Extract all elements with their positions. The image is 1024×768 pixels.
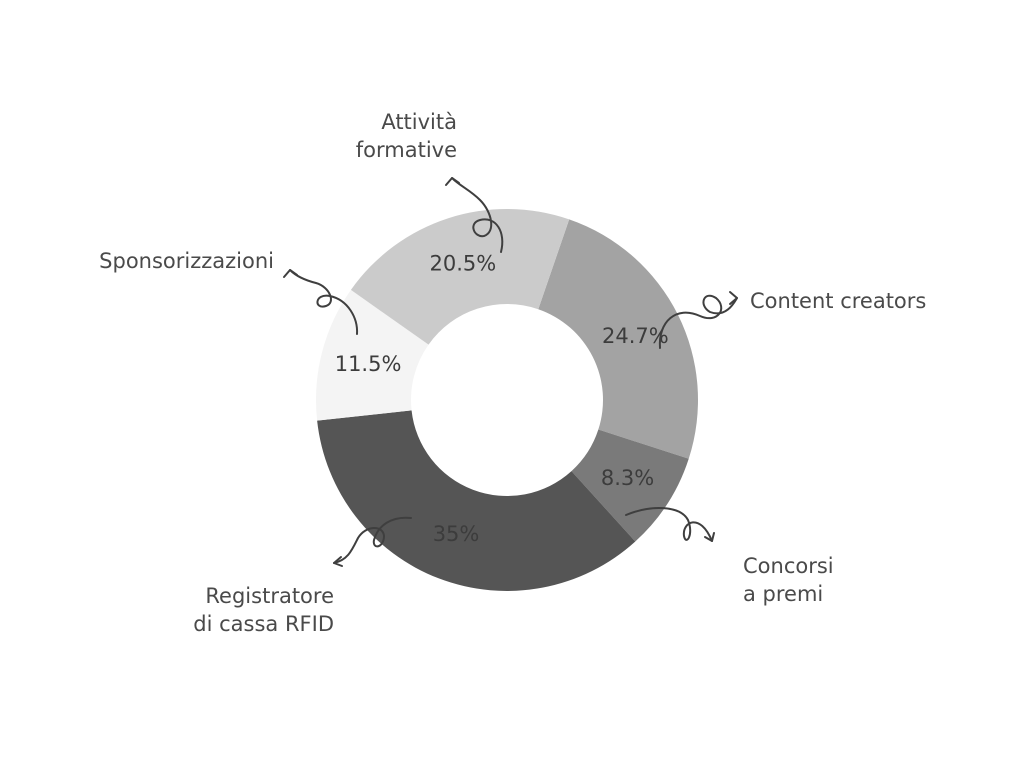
donut-slices — [316, 209, 698, 591]
category-label-concorsi-a-premi-line-1: Concorsi — [743, 554, 834, 578]
slice-registratore-di-cassa-rfid — [317, 410, 636, 591]
category-label-concorsi-a-premi-line-2: a premi — [743, 582, 823, 606]
category-label-attivita-formative-line-2: formative — [356, 138, 457, 162]
value-label-registratore-di-cassa-rfid: 35% — [433, 522, 480, 546]
arrowhead-registratore-di-cassa-rfid — [333, 556, 343, 567]
value-label-content-creators: 24.7% — [602, 324, 669, 348]
value-label-sponsorizzazioni: 11.5% — [335, 352, 402, 376]
slice-attivita-formative — [350, 209, 570, 345]
callout-arrow-attivita-formative — [451, 177, 504, 253]
arrowhead-content-creators — [729, 291, 738, 305]
callout-arrow-content-creators — [658, 294, 738, 349]
category-labels: Content creators Concorsi a premi Registrat… — [99, 110, 926, 636]
category-label-registratore-di-cassa-rfid-line-1: Registratore — [205, 584, 334, 608]
arrowhead-attivita-formative — [445, 177, 460, 186]
value-labels: 24.7% 8.3% 35% 11.5% 20.5% — [335, 251, 669, 546]
category-label-sponsorizzazioni: Sponsorizzazioni — [99, 249, 274, 273]
callout-arrows — [283, 177, 738, 567]
slice-concorsi-a-premi — [571, 429, 689, 542]
callout-arrow-sponsorizzazioni — [289, 269, 359, 335]
callout-arrow-registratore-di-cassa-rfid — [333, 516, 412, 564]
value-label-concorsi-a-premi: 8.3% — [601, 466, 654, 490]
category-label-attivita-formative-line-1: Attività — [381, 110, 457, 134]
slice-sponsorizzazioni — [316, 289, 429, 421]
value-label-attivita-formative: 20.5% — [430, 251, 497, 275]
callout-arrow-concorsi-a-premi — [625, 507, 713, 542]
arrowhead-concorsi-a-premi — [704, 532, 715, 542]
category-label-registratore-di-cassa-rfid-line-2: di cassa RFID — [193, 612, 334, 636]
arrowhead-sponsorizzazioni — [283, 269, 298, 278]
category-label-content-creators: Content creators — [750, 289, 926, 313]
slice-content-creators — [538, 219, 698, 459]
